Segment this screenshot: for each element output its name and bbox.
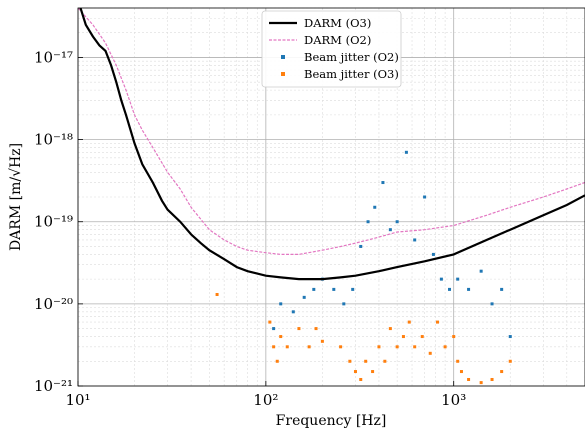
data-point xyxy=(285,345,289,349)
data-point xyxy=(436,320,440,324)
data-point xyxy=(500,287,504,291)
legend-label: DARM (O3) xyxy=(304,16,371,30)
data-point xyxy=(381,181,385,185)
data-point xyxy=(314,327,318,331)
data-point xyxy=(508,335,512,339)
data-point xyxy=(342,302,346,306)
data-point xyxy=(348,359,352,363)
data-point xyxy=(490,302,494,306)
data-point xyxy=(479,269,483,273)
y-tick-label: 10⁻¹⁸ xyxy=(34,131,73,149)
data-point xyxy=(448,287,452,291)
data-point xyxy=(459,370,463,374)
data-point xyxy=(307,345,311,349)
data-point xyxy=(339,345,343,349)
data-point xyxy=(404,150,408,154)
data-point xyxy=(500,370,504,374)
axis-ticks: 10¹ 10² 10³ 10⁻²¹ 10⁻²⁰ 10⁻¹⁹ 10⁻¹⁸ 10⁻¹⁷ xyxy=(34,48,466,409)
data-point xyxy=(467,377,471,381)
data-point xyxy=(359,244,363,248)
data-point xyxy=(479,381,483,385)
plot-frame xyxy=(77,7,585,387)
x-tick-label: 10² xyxy=(253,391,278,409)
data-point xyxy=(428,351,432,355)
data-point xyxy=(452,335,456,339)
y-tick-label: 10⁻²⁰ xyxy=(34,295,73,313)
data-point xyxy=(431,252,435,256)
data-point xyxy=(443,345,447,349)
data-point xyxy=(364,359,368,363)
data-point xyxy=(353,370,357,374)
legend-swatch xyxy=(281,55,285,59)
data-point xyxy=(401,335,405,339)
series-darm-o2 xyxy=(78,8,585,255)
data-point xyxy=(291,310,295,314)
data-point xyxy=(420,335,424,339)
series-darm-o3 xyxy=(79,8,585,281)
x-tick-label: 10³ xyxy=(441,391,466,409)
x-tick-label: 10¹ xyxy=(65,391,90,409)
data-point xyxy=(439,277,443,281)
data-point xyxy=(456,359,460,363)
data-point xyxy=(413,238,417,242)
data-point xyxy=(388,228,392,232)
legend-label: DARM (O2) xyxy=(304,33,371,47)
series-beam-jitter-o2 xyxy=(272,150,512,339)
data-point xyxy=(413,345,417,349)
data-point xyxy=(279,335,283,339)
data-point xyxy=(423,195,427,199)
legend: DARM (O3) DARM (O2) Beam jitter (O2) Beam j… xyxy=(261,10,402,88)
data-point xyxy=(377,345,381,349)
data-point xyxy=(268,320,272,324)
data-point xyxy=(373,205,377,209)
data-point xyxy=(312,287,316,291)
data-point xyxy=(366,220,370,224)
legend-label: Beam jitter (O2) xyxy=(304,50,399,64)
series-beam-jitter-o3 xyxy=(215,293,512,385)
data-point xyxy=(351,287,355,291)
data-point xyxy=(272,327,276,331)
data-point xyxy=(332,287,336,291)
data-point xyxy=(490,377,494,381)
data-point xyxy=(297,327,301,331)
data-point xyxy=(508,359,512,363)
series-layer xyxy=(78,8,585,385)
data-point xyxy=(467,287,471,291)
y-tick-label: 10⁻²¹ xyxy=(34,377,73,395)
plot-area xyxy=(78,8,585,385)
y-axis-label: DARM [m/√Hz] xyxy=(8,143,24,251)
x-axis-label: Frequency [Hz] xyxy=(276,413,387,429)
data-point xyxy=(456,277,460,281)
data-point xyxy=(388,327,392,331)
data-point xyxy=(383,359,387,363)
data-point xyxy=(407,320,411,324)
data-point xyxy=(279,302,283,306)
series-line xyxy=(79,8,585,281)
legend-box xyxy=(261,10,402,88)
data-point xyxy=(371,370,375,374)
data-point xyxy=(272,345,276,349)
data-point xyxy=(395,220,399,224)
data-point xyxy=(320,339,324,343)
data-point xyxy=(302,295,306,299)
data-point xyxy=(359,377,363,381)
legend-label: Beam jitter (O3) xyxy=(304,67,399,81)
y-tick-label: 10⁻¹⁷ xyxy=(34,48,73,66)
legend-swatch xyxy=(281,72,285,76)
data-point xyxy=(395,345,399,349)
data-point xyxy=(215,293,219,297)
data-point xyxy=(275,359,279,363)
series-line xyxy=(78,8,585,255)
y-tick-label: 10⁻¹⁹ xyxy=(34,213,73,231)
